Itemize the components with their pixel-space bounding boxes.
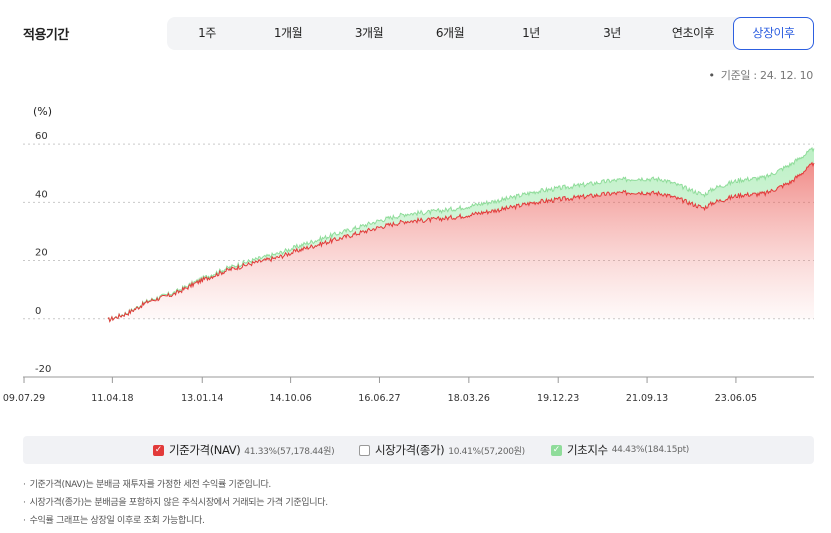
- y-tick-label: 40: [35, 189, 48, 200]
- x-tick-label: 16.06.27: [358, 393, 400, 404]
- tab-since-listing[interactable]: 상장이후: [733, 17, 814, 50]
- note-text: 수익률 그래프는 상장일 이후로 조회 가능합니다.: [29, 516, 205, 526]
- x-tick-label: 18.03.26: [448, 393, 490, 404]
- x-tick-label: 11.04.18: [91, 393, 133, 404]
- notes: · 기준가격(NAV)는 분배금 재투자를 가정한 세전 수익률 기준입니다. ·…: [23, 476, 813, 530]
- tab-6-months[interactable]: 6개월: [435, 26, 465, 40]
- period-label: 적용기간: [23, 28, 69, 43]
- legend-name-nav: 기준가격(NAV): [169, 443, 241, 457]
- y-axis-label: (%): [33, 105, 52, 118]
- series-line-index: [107, 146, 815, 323]
- x-tick-label: 14.10.06: [269, 393, 311, 404]
- legend: ✓ 기준가격(NAV) 41.33%(57,178.44원) 시장가격(종가) …: [23, 436, 814, 464]
- legend-value-nav: 41.33%(57,178.44원): [244, 446, 335, 457]
- x-tick-label: 13.01.14: [181, 393, 223, 404]
- note-item: · 수익률 그래프는 상장일 이후로 조회 가능합니다.: [23, 512, 813, 530]
- note-item: · 기준가격(NAV)는 분배금 재투자를 가정한 세전 수익률 기준입니다.: [23, 476, 813, 494]
- index-area: [107, 147, 815, 322]
- base-date: • 기준일 : 24. 12. 10: [708, 67, 814, 83]
- checkbox-checked-icon[interactable]: ✓: [551, 444, 562, 456]
- note-text: 기준가격(NAV)는 분배금 재투자를 가정한 세전 수익률 기준입니다.: [29, 480, 272, 490]
- return-chart-svg: (%) -20 0 20 40 60 09.07.29 11.04.18 13.01.14 14.…: [3, 105, 815, 404]
- bullet-icon: ·: [23, 480, 26, 490]
- tab-3-months[interactable]: 3개월: [354, 26, 384, 40]
- nav-area: [107, 162, 815, 322]
- tab-1-month[interactable]: 1개월: [273, 26, 303, 40]
- legend-item-market-price[interactable]: 시장가격(종가) 10.41%(57,200원): [359, 436, 525, 464]
- checkbox-checked-icon[interactable]: ✓: [153, 444, 164, 456]
- base-date-text: 기준일 : 24. 12. 10: [720, 69, 814, 82]
- legend-value-index: 44.43%(184.15pt): [611, 445, 690, 455]
- x-tick-label: 23.06.05: [715, 393, 757, 404]
- note-item: · 시장가격(종가)는 분배금을 포함하지 않은 주식시장에서 거래되는 가격 기…: [23, 494, 813, 512]
- x-tick-label: 09.07.29: [3, 393, 45, 404]
- x-tick-label: 21.09.13: [626, 393, 668, 404]
- tab-1-week[interactable]: 1주: [198, 26, 216, 40]
- period-tab-bar: 1주 1개월 3개월 6개월 1년 3년 연초이후 상장이후: [167, 17, 814, 50]
- legend-name-market-price: 시장가격(종가): [375, 443, 445, 457]
- legend-name-index: 기초지수: [567, 443, 608, 457]
- return-chart: (%) -20 0 20 40 60 09.07.29 11.04.18 13.01.14 14.…: [0, 95, 831, 415]
- x-tick-label: 19.12.23: [537, 393, 579, 404]
- y-tick-label: 60: [35, 131, 48, 142]
- legend-item-index[interactable]: ✓ 기초지수 44.43%(184.15pt): [551, 436, 689, 464]
- period-row: 적용기간 1주 1개월 3개월 6개월 1년 3년 연초이후 상장이후: [0, 0, 831, 66]
- note-text: 시장가격(종가)는 분배금을 포함하지 않은 주식시장에서 거래되는 가격 기준…: [29, 498, 329, 508]
- tab-1-year[interactable]: 1년: [522, 26, 540, 40]
- y-tick-label: -20: [35, 364, 51, 375]
- legend-value-market-price: 10.41%(57,200원): [448, 446, 525, 457]
- tab-3-years[interactable]: 3년: [603, 26, 621, 40]
- legend-item-nav[interactable]: ✓ 기준가격(NAV) 41.33%(57,178.44원): [153, 436, 335, 464]
- checkbox-unchecked-icon[interactable]: [359, 444, 370, 456]
- bullet-icon: ·: [23, 498, 26, 508]
- tab-year-to-date[interactable]: 연초이후: [671, 26, 715, 40]
- series-line-nav: [107, 161, 815, 323]
- bullet-icon: ·: [23, 516, 26, 526]
- y-tick-label: 20: [35, 248, 48, 259]
- bullet-icon: •: [708, 69, 716, 82]
- y-tick-label: 0: [35, 306, 41, 317]
